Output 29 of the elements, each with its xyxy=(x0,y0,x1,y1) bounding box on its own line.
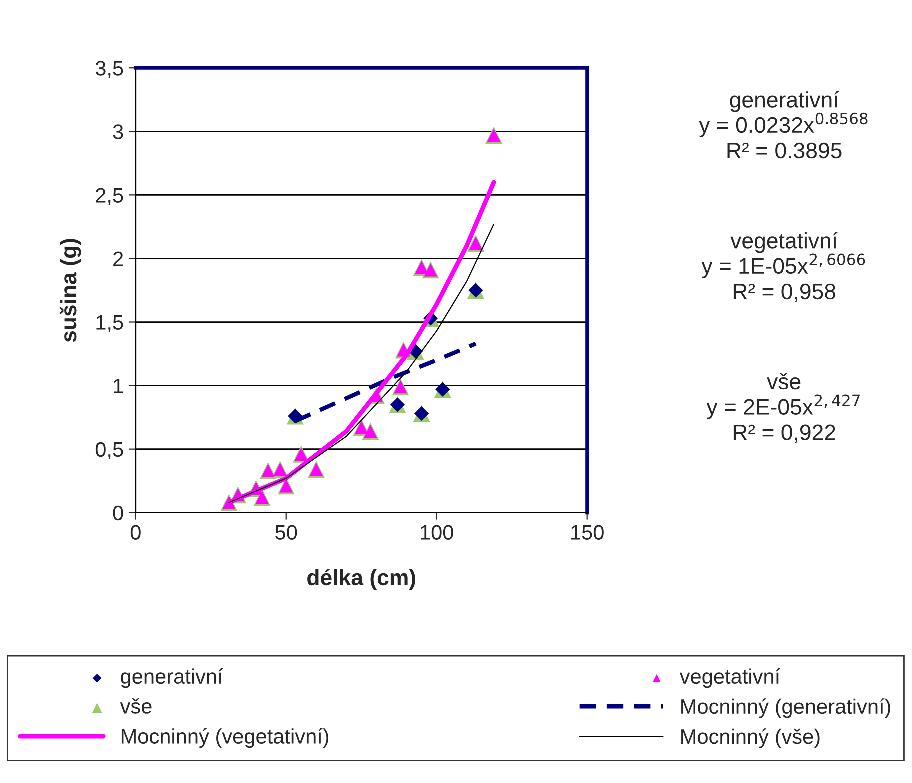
legend-label: vegetativní xyxy=(680,668,781,688)
y-tick-label: 3 xyxy=(113,124,124,140)
legend-label: Mocninný (vše) xyxy=(682,728,820,748)
text: R² = 0.3895 xyxy=(728,142,842,159)
legend-label: Mocninný (generativní) xyxy=(682,698,890,718)
y-tick-label: 1 xyxy=(114,379,124,394)
x-tick-label: 0 xyxy=(130,525,141,540)
y-tick-label: 2,5 xyxy=(96,188,124,206)
text: y = 1E-05x$^{2,6066}$ xyxy=(702,254,866,278)
y-axis-title: sušina (g) xyxy=(60,239,82,342)
y-tick-label: 3,5 xyxy=(96,61,124,78)
y-tick-label: 1,5 xyxy=(96,315,124,332)
text: R² = 0,922 xyxy=(734,424,836,444)
y-tick-label: 0,5 xyxy=(96,442,124,460)
x-tick-label: 100 xyxy=(421,525,454,540)
x-tick-label: 50 xyxy=(276,525,298,540)
x-tick-label: 150 xyxy=(572,525,604,540)
legend-label: generativní xyxy=(121,668,224,688)
text: generativní xyxy=(730,91,840,112)
text: y = 2E-05x$^{2,427}$ xyxy=(706,394,860,420)
legend-label: Mocninný (vegetativní) xyxy=(122,728,329,748)
y-tick-label: 2 xyxy=(114,252,124,266)
text: y = 0.0232x$^{0.8568}$ xyxy=(699,112,868,138)
text: vegetativní xyxy=(730,232,838,254)
text: vše xyxy=(767,373,801,390)
x-axis-title: délka (cm) xyxy=(308,569,416,590)
legend-label: vše xyxy=(120,698,152,714)
y-tick-label: 0 xyxy=(113,506,124,521)
text: R² = 0,958 xyxy=(734,284,836,302)
